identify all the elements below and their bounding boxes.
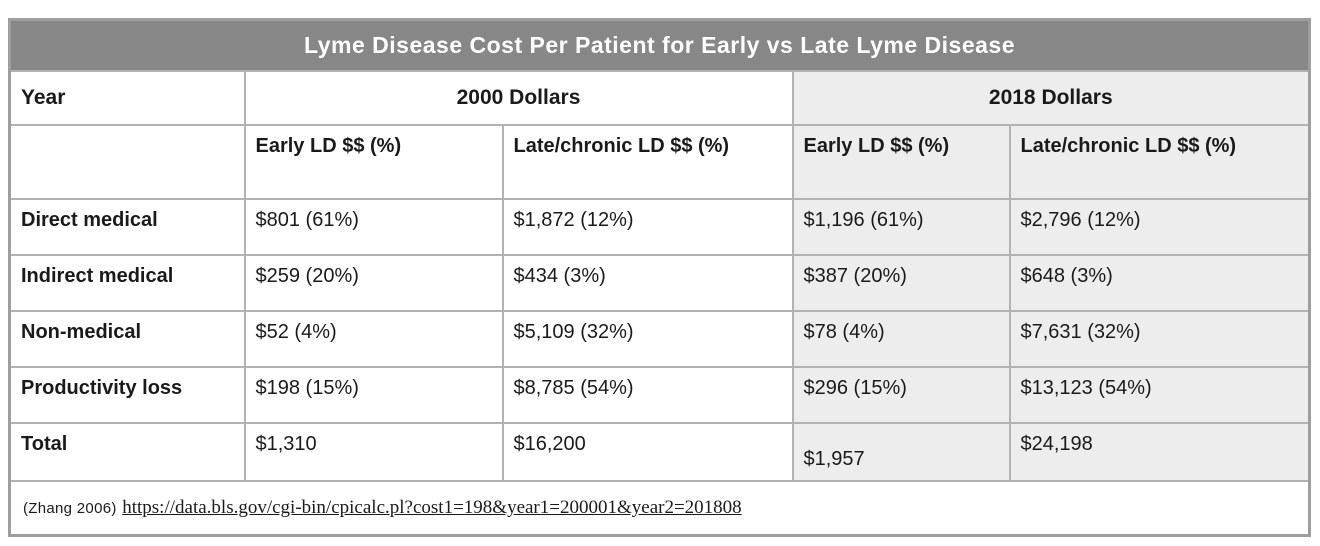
cell-early-2018: $1,196 (61%) — [791, 198, 1011, 256]
cell-late-2000: $434 (3%) — [501, 254, 794, 312]
group-header-row: Year 2000 Dollars 2018 Dollars — [8, 70, 1311, 126]
subheader-empty-cell — [8, 124, 246, 200]
row-label: Productivity loss — [8, 366, 246, 424]
table-row-indirect-medical: Indirect medical $259 (20%) $434 (3%) $3… — [8, 254, 1311, 312]
cell-early-2018: $78 (4%) — [791, 310, 1011, 368]
row-label: Direct medical — [8, 198, 246, 256]
cost-comparison-table: Lyme Disease Cost Per Patient for Early … — [8, 18, 1312, 537]
cell-late-2018: $24,198 — [1008, 422, 1311, 482]
cell-early-2000: $801 (61%) — [243, 198, 504, 256]
cell-late-2018: $7,631 (32%) — [1008, 310, 1311, 368]
source-cell: (Zhang 2006) https://data.bls.gov/cgi-bi… — [8, 480, 1311, 536]
row-label: Indirect medical — [8, 254, 246, 312]
table-title-row: Lyme Disease Cost Per Patient for Early … — [8, 18, 1311, 72]
citation-text: (Zhang 2006) — [23, 500, 117, 518]
table-row-direct-medical: Direct medical $801 (61%) $1,872 (12%) $… — [8, 198, 1311, 256]
cell-early-2000: $198 (15%) — [243, 366, 504, 424]
cell-late-2000: $16,200 — [501, 422, 794, 482]
row-label: Total — [8, 422, 246, 482]
table-row-non-medical: Non-medical $52 (4%) $5,109 (32%) $78 (4… — [8, 310, 1311, 368]
year-header-cell: Year — [8, 70, 246, 126]
group-2018-dollars: 2018 Dollars — [791, 70, 1311, 126]
cell-late-2018: $648 (3%) — [1008, 254, 1311, 312]
cell-early-2000: $52 (4%) — [243, 310, 504, 368]
subheader-late-2000-label: Late/chronic LD $$ (%) — [513, 135, 730, 157]
cell-early-2018: $296 (15%) — [791, 366, 1011, 424]
table-row-productivity-loss: Productivity loss $198 (15%) $8,785 (54%… — [8, 366, 1311, 424]
subheader-late-2000: Late/chronic LD $$ (%) — [501, 124, 794, 200]
cell-early-2000: $259 (20%) — [243, 254, 504, 312]
cell-late-2018: $2,796 (12%) — [1008, 198, 1311, 256]
subheader-row: Early LD $$ (%) Late/chronic LD $$ (%) E… — [8, 124, 1311, 200]
cell-late-2000: $1,872 (12%) — [501, 198, 794, 256]
cell-late-2000: $5,109 (32%) — [501, 310, 794, 368]
group-2000-dollars: 2000 Dollars — [243, 70, 794, 126]
subheader-late-2018: Late/chronic LD $$ (%) — [1008, 124, 1311, 200]
cell-early-2000: $1,310 — [243, 422, 504, 482]
subheader-early-2018: Early LD $$ (%) — [791, 124, 1011, 200]
row-label: Non-medical — [8, 310, 246, 368]
lyme-cost-table: Lyme Disease Cost Per Patient for Early … — [8, 18, 1312, 537]
source-row: (Zhang 2006) https://data.bls.gov/cgi-bi… — [8, 480, 1311, 536]
cell-early-2018: $1,957 — [791, 422, 1011, 482]
bls-cpi-calculator-link[interactable]: https://data.bls.gov/cgi-bin/cpicalc.pl?… — [122, 497, 742, 519]
cell-late-2018: $13,123 (54%) — [1008, 366, 1311, 424]
cell-early-2018: $387 (20%) — [791, 254, 1011, 312]
subheader-early-2000: Early LD $$ (%) — [243, 124, 504, 200]
table-title: Lyme Disease Cost Per Patient for Early … — [8, 18, 1311, 72]
table-row-total: Total $1,310 $16,200 $1,957 $24,198 — [8, 422, 1311, 482]
cell-late-2000: $8,785 (54%) — [501, 366, 794, 424]
